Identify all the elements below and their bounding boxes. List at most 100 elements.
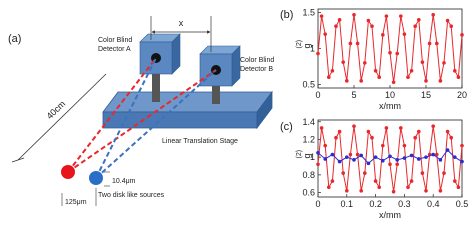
data-point	[442, 171, 446, 175]
beam	[95, 69, 217, 179]
data-point	[366, 129, 371, 134]
data-point	[445, 18, 450, 23]
post	[152, 70, 160, 102]
data-point	[388, 162, 392, 167]
y-tick-label: 1.5	[302, 8, 315, 18]
x-tick-label: 0.3	[398, 199, 411, 209]
data-point	[399, 14, 403, 18]
data-point	[341, 171, 346, 175]
data-point	[334, 24, 338, 29]
y-tick-label: 1	[310, 44, 315, 54]
data-point	[327, 185, 331, 190]
data-point	[453, 179, 457, 183]
detector-a-label: Color Blind	[98, 37, 132, 44]
beam	[67, 69, 217, 173]
data-point	[345, 79, 349, 83]
y-axis-label-sup: (2)	[296, 40, 303, 49]
data-point	[348, 41, 353, 46]
y-axis-label-sup: (2)	[296, 150, 303, 159]
size-label: 125μm	[65, 199, 87, 206]
y-axis-label: g	[302, 43, 312, 48]
data-point	[373, 179, 378, 183]
beam	[95, 57, 157, 179]
x-tick-label: 0.2	[369, 199, 382, 209]
data-point	[316, 150, 320, 155]
data-point	[352, 124, 356, 128]
data-point	[460, 159, 464, 164]
data-point	[413, 135, 418, 140]
data-point	[334, 135, 338, 140]
data-point	[406, 75, 410, 80]
source-red	[61, 165, 75, 179]
data-point	[391, 189, 396, 194]
sources-label: Two disk like sources	[98, 192, 165, 199]
data-point	[438, 189, 443, 193]
data-point	[370, 135, 374, 140]
data-point	[456, 185, 461, 190]
data-point	[409, 68, 414, 73]
data-point	[355, 152, 360, 157]
x-tick-label: 0	[315, 90, 320, 100]
data-point	[316, 162, 320, 167]
data-point	[337, 129, 342, 134]
data-point	[453, 68, 457, 73]
data-point	[337, 17, 342, 22]
x-tick-label: 0.5	[456, 199, 469, 209]
data-point	[391, 80, 396, 85]
detector-b-label: Color Blind	[240, 57, 274, 64]
x-axis-label: x/mm	[379, 101, 401, 111]
data-point	[427, 41, 432, 46]
x-tick-label: 20	[457, 90, 467, 100]
panel-label: (a)	[8, 33, 21, 45]
diagram: (a) x 40cm 10.4μm	[8, 16, 274, 206]
y-tick-label: 0.6	[302, 188, 315, 198]
distance-line	[17, 73, 107, 161]
beam	[67, 57, 157, 173]
data-point	[417, 17, 421, 22]
data-point	[381, 33, 385, 37]
data-point	[352, 12, 356, 17]
data-point	[377, 75, 382, 80]
data-point	[363, 61, 367, 65]
data-point	[363, 171, 367, 175]
data-point	[438, 79, 443, 83]
data-point	[345, 189, 349, 193]
panel-label: (c)	[280, 121, 293, 133]
data-point	[395, 158, 400, 162]
data-point	[323, 143, 328, 148]
data-point	[319, 14, 324, 18]
data-point	[370, 24, 374, 29]
data-point	[366, 18, 371, 23]
data-point	[402, 143, 407, 148]
x-tick-label: 0.1	[341, 199, 354, 209]
post	[212, 82, 220, 104]
stage-label: Linear Translation Stage	[162, 138, 238, 145]
data-point	[359, 79, 364, 83]
data-point	[348, 152, 353, 157]
data-point	[395, 162, 400, 167]
data-point	[460, 143, 464, 148]
data-point	[399, 126, 403, 130]
stage-side	[256, 90, 273, 130]
data-point	[438, 158, 443, 162]
data-point	[402, 156, 407, 160]
data-point	[381, 143, 385, 148]
y-tick-label: 1.4	[302, 117, 315, 127]
x-tick-label: 0	[315, 199, 320, 209]
data-point	[327, 75, 331, 80]
data-point	[424, 189, 428, 193]
data-point	[431, 124, 436, 128]
data-point	[420, 60, 425, 64]
data-point	[330, 152, 335, 157]
distance-label: 40cm	[45, 99, 68, 121]
y-tick-label: 0.8	[302, 170, 315, 180]
data-point	[402, 32, 407, 36]
data-point	[355, 41, 360, 46]
x-tick-label: 10	[385, 90, 395, 100]
data-point	[373, 155, 378, 159]
series-line	[317, 14, 463, 83]
plot-frame	[317, 119, 463, 198]
data-point	[435, 41, 439, 46]
data-point	[337, 159, 342, 164]
data-point	[373, 68, 378, 73]
